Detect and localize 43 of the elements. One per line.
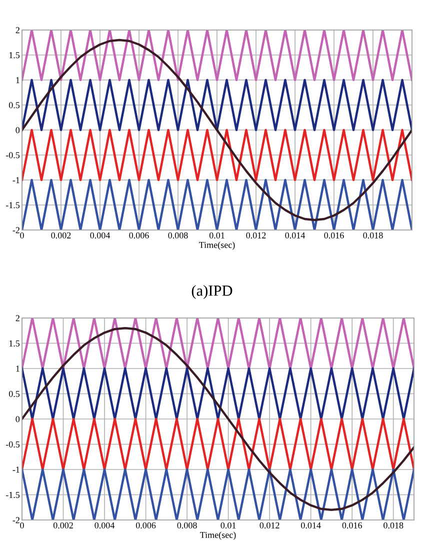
line-series bbox=[22, 326, 414, 512]
y-tick-label: 0.5 bbox=[8, 102, 20, 108]
y-tick-label: -1.5 bbox=[6, 202, 20, 208]
x-tick-label: 0.014 bbox=[285, 232, 306, 238]
x-tick-label: 0 bbox=[20, 232, 24, 238]
y-tick-label: -2 bbox=[12, 517, 20, 524]
x-tick-label: 0.012 bbox=[260, 522, 280, 528]
y-tick-label: -1 bbox=[12, 466, 20, 473]
x-tick-label: 0.014 bbox=[301, 522, 321, 528]
y-tick-label: 1.5 bbox=[9, 52, 20, 58]
y-tick-label: 1.5 bbox=[9, 340, 20, 347]
y-tick-label: -2 bbox=[12, 227, 20, 234]
y-tick-label: -1 bbox=[12, 177, 20, 184]
y-tick-label: 1 bbox=[16, 77, 20, 84]
x-tick-label: 0.012 bbox=[246, 232, 266, 238]
x-tick-label: 0.01 bbox=[220, 522, 236, 528]
text: (a)IPD bbox=[192, 285, 232, 299]
x-tick-label: 0.002 bbox=[51, 232, 71, 238]
x-tick-label: 0.004 bbox=[90, 232, 110, 238]
y-tick-label: -0.5 bbox=[6, 152, 20, 158]
y-tick-label: -1.5 bbox=[6, 492, 20, 498]
x-tick-label: 0.006 bbox=[129, 232, 149, 238]
x-axis-title: Time(sec) bbox=[199, 242, 235, 250]
x-tick-label: 0 bbox=[20, 522, 24, 528]
y-tick-label: 0 bbox=[16, 127, 20, 134]
x-tick-label: 0.008 bbox=[177, 522, 197, 528]
y-tick-label: 2 bbox=[16, 27, 20, 34]
y-tick-label: 0.5 bbox=[8, 390, 20, 398]
x-tick-label: 0.002 bbox=[53, 522, 73, 528]
y-tick-label: 0 bbox=[16, 416, 20, 422]
x-tick-label: 0.006 bbox=[136, 522, 156, 528]
x-tick-label: 0.01 bbox=[209, 232, 224, 238]
x-axis-title: Time(sec) bbox=[200, 532, 236, 540]
line-series bbox=[22, 38, 412, 222]
x-tick-label: 0.018 bbox=[363, 232, 383, 238]
x-tick-label: 0.016 bbox=[342, 522, 362, 528]
x-tick-label: 0.008 bbox=[168, 232, 188, 238]
x-tick-label: 0.004 bbox=[94, 522, 115, 528]
y-tick-label: 2 bbox=[16, 315, 20, 322]
y-tick-label: 1 bbox=[16, 366, 20, 372]
y-tick-label: -0.5 bbox=[6, 441, 20, 448]
x-tick-label: 0.016 bbox=[324, 232, 344, 238]
x-tick-label: 0.018 bbox=[384, 522, 404, 528]
